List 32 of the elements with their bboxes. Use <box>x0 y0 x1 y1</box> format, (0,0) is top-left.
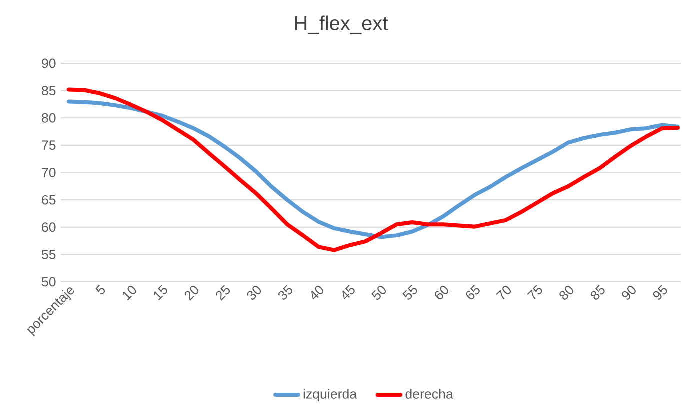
x-tick-label: 80 <box>560 286 574 300</box>
x-tick-label: 10 <box>122 286 136 301</box>
chart-title: H_flex_ext <box>295 16 388 34</box>
x-tick-label: 30 <box>247 286 262 300</box>
line-series <box>66 100 680 240</box>
x-tick-label: 60 <box>435 286 449 300</box>
x-tick-label: 50 <box>372 286 386 300</box>
y-tick-label: 90 <box>42 58 56 68</box>
legend-label: derecha <box>406 389 454 399</box>
x-tick-label: 85 <box>590 285 605 300</box>
x-tick-label: 45 <box>342 285 355 300</box>
y-tick-label: 85 <box>42 86 56 96</box>
y-tick-label: 70 <box>42 168 56 178</box>
y-tick-label: 80 <box>42 113 56 123</box>
y-tick-label: 55 <box>42 250 56 260</box>
y-tick-label: 60 <box>42 222 56 232</box>
x-tick-label: 95 <box>653 285 668 300</box>
x-tick-label: 90 <box>622 286 636 300</box>
x-tick-label: 35 <box>278 285 293 300</box>
x-tick-label: 70 <box>496 286 511 300</box>
y-tick-label: 75 <box>42 140 56 150</box>
x-tick-label: 20 <box>184 286 199 301</box>
y-tick-label: 50 <box>42 277 56 287</box>
x-tick-label: 40 <box>312 286 324 300</box>
x-tick-label: 65 <box>466 285 480 300</box>
x-tick-label: 55 <box>402 285 418 300</box>
legend-label: izquierda <box>304 389 358 402</box>
x-tick-label: 15 <box>154 285 168 301</box>
y-tick-label: 65 <box>42 195 56 205</box>
x-tick-label: 25 <box>216 285 230 301</box>
x-tick-label: 75 <box>527 285 542 300</box>
x-tick-label: 5 <box>96 285 106 295</box>
